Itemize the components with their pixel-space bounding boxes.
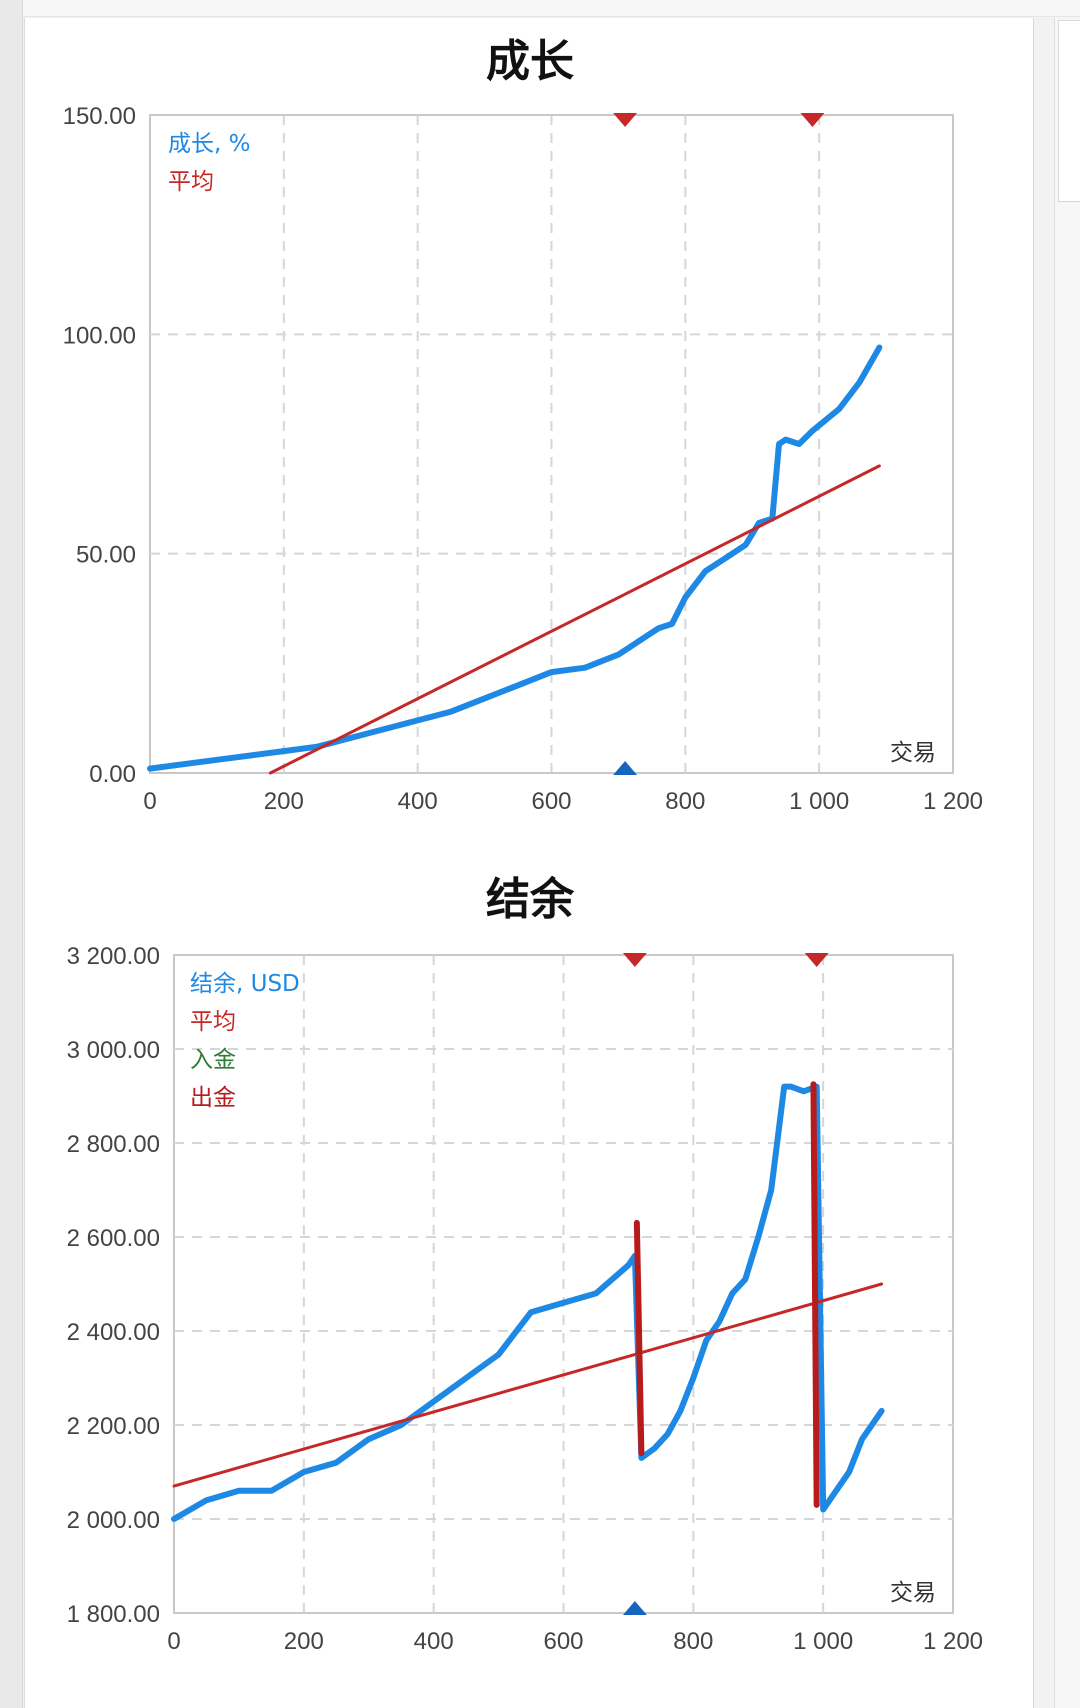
chart-growth: 成长 0.00 50.00 100.00 150.00 0 200 400 600 800 1 … (63, 36, 983, 815)
x-tick-label: 0 (167, 1628, 180, 1655)
legend-item: 出金 (190, 1085, 236, 1111)
x-tick-label: 1 000 (793, 1628, 853, 1655)
legend-item: 结余, USD (190, 971, 300, 997)
y-tick-label: 3 200.00 (67, 943, 160, 970)
y-axis-ticks: 1 800.00 2 000.00 2 200.00 2 400.00 2 600.00… (67, 943, 160, 1628)
marker-layer (613, 113, 825, 775)
x-tick-label: 600 (543, 1628, 583, 1655)
top-marker (804, 953, 829, 967)
withdrawal-line (810, 1081, 820, 1508)
x-axis-ticks: 0 200 400 600 800 1 000 1 200 (143, 788, 983, 815)
withdrawal-line (633, 1219, 645, 1457)
x-axis-label: 交易 (890, 740, 936, 766)
top-marker (613, 113, 638, 127)
side-panel (1054, 18, 1080, 1708)
left-edge-strip (0, 0, 23, 1708)
y-tick-label: 2 600.00 (67, 1225, 160, 1252)
chart-title: 结余 (486, 874, 575, 925)
x-tick-label: 0 (143, 788, 156, 815)
x-tick-label: 800 (665, 788, 705, 815)
marker-layer (622, 953, 829, 1615)
x-tick-label: 600 (531, 788, 571, 815)
x-tick-label: 1 200 (923, 788, 983, 815)
series-layer (147, 344, 883, 775)
series-line (147, 344, 883, 772)
top-marker (800, 113, 825, 127)
series-line (171, 1083, 885, 1522)
y-tick-label: 3 000.00 (67, 1037, 160, 1064)
legend-item: 平均 (168, 169, 214, 195)
grid-lines (150, 115, 953, 773)
legend: 成长, % 平均 (168, 131, 250, 195)
x-tick-label: 400 (414, 1628, 454, 1655)
x-tick-label: 200 (264, 788, 304, 815)
bottom-marker (613, 761, 638, 775)
top-strip (0, 0, 1080, 17)
side-panel-box (1058, 20, 1080, 202)
y-tick-label: 2 800.00 (67, 1131, 160, 1158)
average-line (172, 1282, 884, 1488)
y-tick-label: 1 800.00 (67, 1601, 160, 1628)
x-axis-label: 交易 (890, 1580, 936, 1606)
y-tick-label: 0.00 (89, 761, 136, 788)
x-tick-label: 400 (398, 788, 438, 815)
y-tick-label: 150.00 (63, 103, 136, 130)
chart-title: 成长 (486, 36, 574, 87)
x-tick-label: 1 200 (923, 1628, 983, 1655)
x-axis-ticks: 0 200 400 600 800 1 000 1 200 (167, 1628, 983, 1655)
series-layer (171, 1081, 885, 1522)
y-tick-label: 2 000.00 (67, 1507, 160, 1534)
x-tick-label: 1 000 (789, 788, 849, 815)
y-tick-label: 100.00 (63, 322, 136, 349)
legend-item: 成长, % (168, 131, 250, 157)
average-line (268, 464, 881, 775)
legend-item: 平均 (190, 1009, 236, 1035)
y-axis-ticks: 0.00 50.00 100.00 150.00 (63, 103, 136, 788)
bottom-marker (622, 1601, 647, 1615)
chart-balance: 结余 1 800.00 2 000.00 2 200.00 2 400.00 2 600… (67, 874, 983, 1655)
y-tick-label: 50.00 (76, 542, 136, 569)
x-tick-label: 800 (673, 1628, 713, 1655)
x-tick-label: 200 (284, 1628, 324, 1655)
top-marker (622, 953, 647, 967)
legend-item: 入金 (190, 1047, 236, 1073)
y-tick-label: 2 200.00 (67, 1413, 160, 1440)
y-tick-label: 2 400.00 (67, 1319, 160, 1346)
